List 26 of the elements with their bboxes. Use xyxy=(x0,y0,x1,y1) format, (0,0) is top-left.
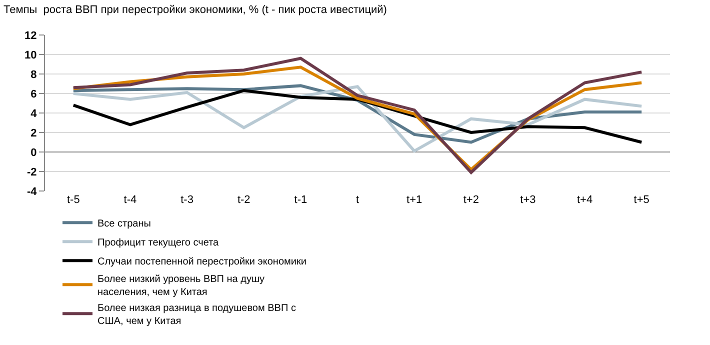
x-tick-label: t+2 xyxy=(463,194,479,206)
y-tick-label: 6 xyxy=(30,88,37,100)
x-tick-label: t-3 xyxy=(180,194,194,206)
legend-label: Профицит текущего счета xyxy=(98,238,220,249)
chart-title: Темпы роста ВВП при перестройки экономики, % (t - пик роста ивестиций) xyxy=(4,4,387,16)
x-tick-label: t+3 xyxy=(520,194,536,206)
legend-label: Более низкий уровень ВВП на душу населения, чем у Китая xyxy=(98,274,264,298)
x-tick-label: t-2 xyxy=(237,194,250,206)
y-tick-label: 2 xyxy=(30,127,37,140)
y-tick-label: 12 xyxy=(24,30,37,42)
legend-label: Все страны xyxy=(98,218,151,230)
y-tick-label: 10 xyxy=(24,49,37,62)
x-tick-label: t-1 xyxy=(294,194,308,206)
x-tick-label: t-4 xyxy=(124,194,137,206)
x-tick-label: t-5 xyxy=(66,194,80,206)
legend-label: Более низкая разница в подушевом ВВП с США, чем у Китая xyxy=(98,303,296,328)
y-tick-label: -2 xyxy=(27,166,37,178)
x-tick-label: t+5 xyxy=(634,194,650,206)
y-tick-label: 8 xyxy=(30,68,37,81)
x-tick-label: t+4 xyxy=(576,194,593,206)
x-tick-label: t xyxy=(356,194,360,206)
legend-label: Случаи постепенной перестройки экономики xyxy=(98,256,306,268)
y-tick-label: -4 xyxy=(27,186,38,198)
y-tick-label: 0 xyxy=(30,146,37,159)
x-tick-label: t+1 xyxy=(406,194,422,206)
y-tick-label: 4 xyxy=(30,108,38,120)
